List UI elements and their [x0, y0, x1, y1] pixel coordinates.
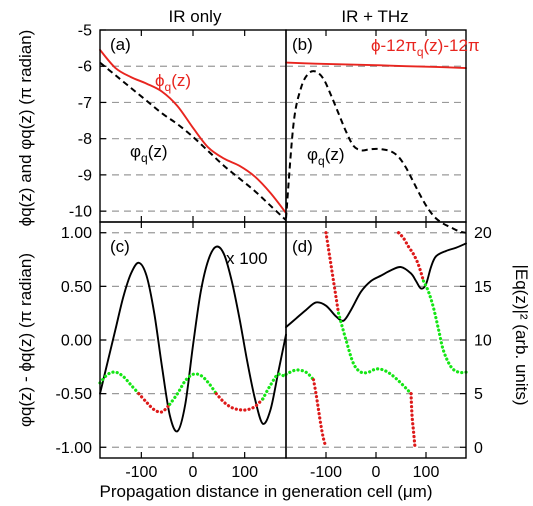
panel-c: -100 0 100 -1.00 -0.50 0.00 0.50 1.00 (c) x 100: [56, 221, 288, 481]
title-ir-only: IR only: [169, 7, 222, 26]
plot-frame-b: [285, 29, 467, 223]
series-c-2: [137, 392, 172, 414]
panel-label-c: (c): [110, 237, 130, 256]
y-tick-label-a-2: -8: [78, 131, 92, 148]
series-b-0: [285, 61, 467, 69]
series-d-1: [284, 368, 316, 382]
series-d-2: [311, 378, 328, 449]
y-tick-label-a-4: -6: [78, 59, 92, 76]
series-a-0: [99, 48, 287, 214]
y-tick-label-a-5: -5: [78, 23, 92, 40]
y-tick-label-c-3: 0.50: [61, 279, 92, 296]
series-label-a-varphi: φq(z): [130, 142, 168, 165]
series-c-0: [99, 245, 287, 433]
x-tick-label-d-2: 100: [413, 464, 440, 481]
series-label-a-phi: ϕq(z): [155, 71, 191, 94]
right-y-tick-label-d-0: 0: [474, 440, 483, 457]
x-tick-label-c-0: -100: [125, 464, 157, 481]
y-tick-label-a-0: -10: [69, 204, 92, 221]
x-tick-label-d-1: 0: [372, 464, 381, 481]
y-tick-label-a-3: -7: [78, 95, 92, 112]
panel-d: -100 0 100 0 5 10 15 20 (d): [284, 221, 492, 481]
series-d-7: [421, 279, 468, 375]
series-d-0: [285, 242, 467, 329]
x-tick-label-d-0: -100: [310, 464, 342, 481]
y-axis-label-bottom: φq(z) - ϕq(z) (π radian): [16, 253, 35, 427]
series-c-4: [214, 392, 265, 412]
panel-b: (b) ϕ-12πq(z)-12π φq(z): [285, 29, 480, 234]
right-y-tick-label-d-1: 5: [474, 386, 483, 403]
x-axis-label: Propagation distance in generation cell …: [100, 482, 433, 501]
series-d-5: [409, 392, 417, 449]
x-tick-label-c-2: 100: [231, 464, 258, 481]
y-axis-label-top: ϕq(z) and φq(z) (π radian): [16, 30, 35, 227]
y-tick-label-c-4: 1.00: [61, 225, 92, 242]
x-tick-label-c-1: 0: [189, 464, 198, 481]
right-y-tick-label-d-2: 10: [474, 333, 492, 350]
panel-a: -10 -9 -8 -7 -6 -5 (a) ϕq(z) φq(z): [69, 23, 287, 223]
series-a-1: [99, 61, 287, 221]
series-b-1: [285, 70, 467, 234]
series-c-3: [168, 372, 218, 406]
panel-label-d: (d): [292, 237, 313, 256]
panel-label-b: (b): [292, 35, 313, 54]
series-d-6: [396, 231, 426, 283]
panel-label-a: (a): [110, 35, 131, 54]
series-c-1: [98, 370, 141, 396]
right-y-tick-label-d-3: 15: [474, 279, 492, 296]
series-d-4: [336, 311, 413, 396]
y-tick-label-a-1: -9: [78, 167, 92, 184]
title-ir-thz: IR + THz: [341, 7, 408, 26]
y-tick-label-c-1: -0.50: [56, 386, 93, 403]
series-label-b-phi: ϕ-12πq(z)-12π: [371, 36, 480, 59]
series-c-5: [261, 372, 288, 401]
annotation-x100: x 100: [226, 249, 268, 268]
right-y-tick-label-d-4: 20: [474, 225, 492, 242]
series-label-b-varphi: φq(z): [307, 145, 345, 168]
y-tick-label-c-2: 0.00: [61, 333, 92, 350]
y-axis-label-right: |Eq(z)|² (arb. units): [512, 264, 531, 405]
y-tick-label-c-0: -1.00: [56, 440, 93, 457]
series-d-3: [324, 231, 341, 315]
